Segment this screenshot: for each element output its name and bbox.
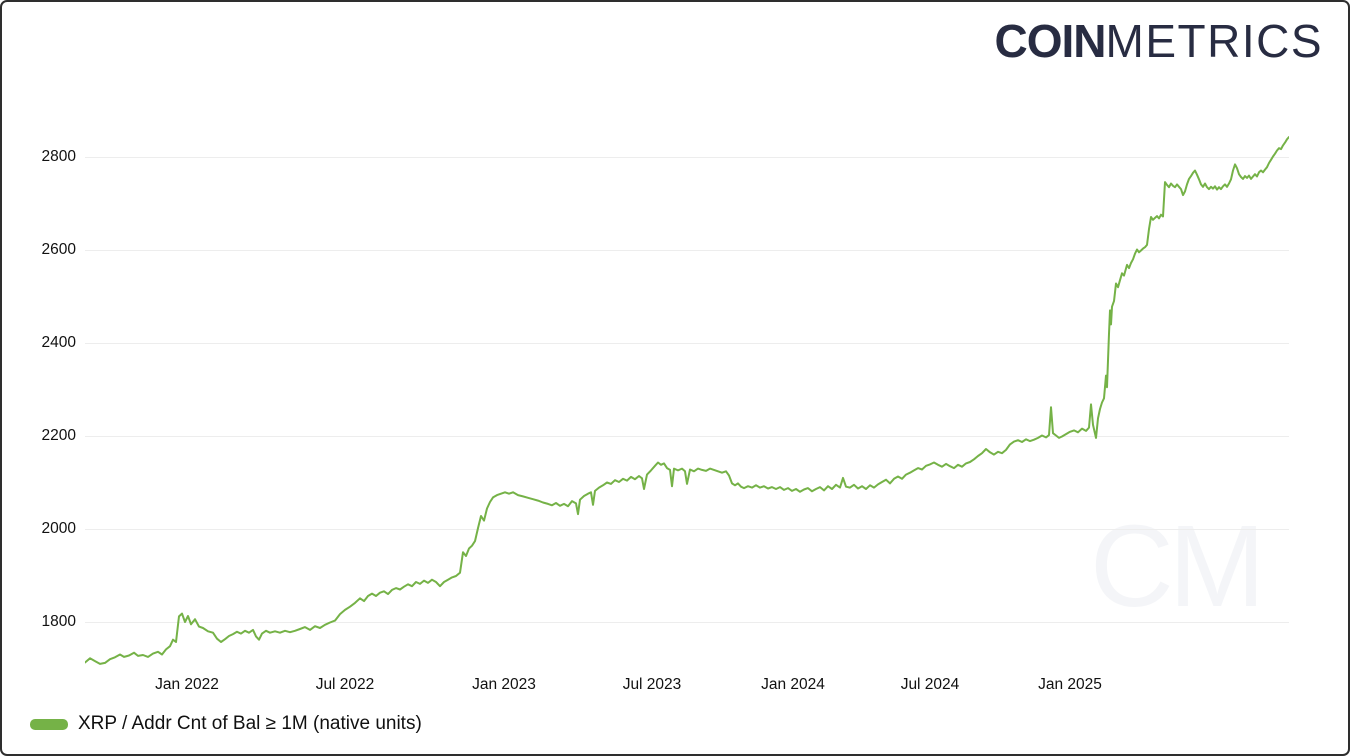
series-line-xrp <box>85 136 1289 665</box>
x-axis-label: Jan 2025 <box>1038 676 1102 693</box>
legend: XRP / Addr Cnt of Bal ≥ 1M (native units… <box>30 713 422 735</box>
logo-text-coin: COIN <box>994 15 1107 67</box>
gridline <box>85 529 1289 530</box>
coinmetrics-logo: COINMETRICS <box>995 18 1324 64</box>
legend-swatch-icon <box>30 718 68 730</box>
gridline <box>85 157 1289 158</box>
x-axis-label: Jan 2022 <box>155 676 219 693</box>
line-chart-plot[interactable] <box>85 102 1289 702</box>
gridline <box>85 250 1289 251</box>
y-axis-label: 2000 <box>41 520 76 537</box>
logo-text-metrics: METRICS <box>1105 15 1323 67</box>
x-axis-label: Jul 2024 <box>900 676 960 693</box>
y-axis-label: 2800 <box>41 148 76 165</box>
x-axis-label: Jan 2023 <box>472 676 536 693</box>
y-axis-label: 2600 <box>41 241 76 258</box>
x-axis-label: Jan 2024 <box>761 676 825 693</box>
y-axis-label: 2200 <box>41 427 76 444</box>
legend-item-xrp[interactable]: XRP / Addr Cnt of Bal ≥ 1M (native units… <box>30 713 422 735</box>
legend-label: XRP / Addr Cnt of Bal ≥ 1M (native units… <box>78 713 422 734</box>
gridline <box>85 343 1289 344</box>
gridline <box>85 436 1289 437</box>
x-axis-label: Jul 2022 <box>315 676 375 693</box>
x-axis-label: Jul 2023 <box>622 676 682 693</box>
y-axis-label: 1800 <box>41 613 76 630</box>
gridline <box>85 622 1289 623</box>
y-axis-label: 2400 <box>41 334 76 351</box>
cm-watermark-icon: CM <box>1090 501 1265 631</box>
